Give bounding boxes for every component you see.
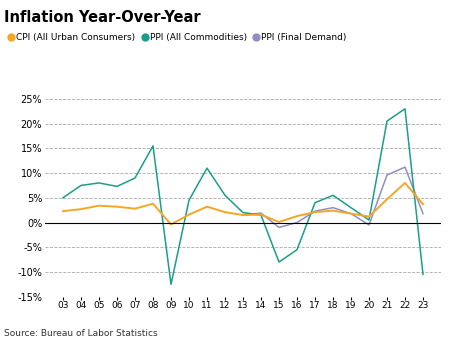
Text: Source: Bureau of Labor Statistics: Source: Bureau of Labor Statistics: [4, 329, 158, 338]
Text: Inflation Year-Over-Year: Inflation Year-Over-Year: [4, 10, 201, 25]
Legend: CPI (All Urban Consumers), PPI (All Commodities), PPI (Final Demand): CPI (All Urban Consumers), PPI (All Comm…: [9, 33, 347, 43]
